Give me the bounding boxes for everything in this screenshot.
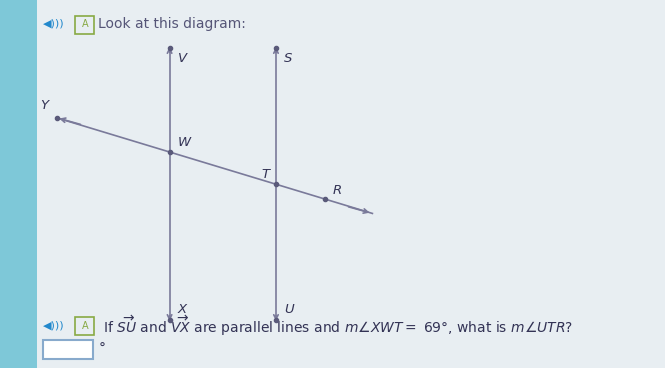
Text: A: A <box>82 321 88 331</box>
FancyBboxPatch shape <box>43 340 93 359</box>
Text: X: X <box>178 304 187 316</box>
FancyBboxPatch shape <box>0 0 37 368</box>
Text: ◀))): ◀))) <box>43 321 65 331</box>
Text: R: R <box>333 184 342 197</box>
Text: S: S <box>284 52 293 64</box>
Text: T: T <box>261 168 269 181</box>
Text: If $\overrightarrow{SU}$ and $\overrightarrow{VX}$ are parallel lines and $m\ang: If $\overrightarrow{SU}$ and $\overright… <box>103 313 573 338</box>
Text: Y: Y <box>41 99 49 112</box>
Text: °: ° <box>98 342 106 356</box>
Text: U: U <box>284 304 294 316</box>
Text: V: V <box>178 52 187 64</box>
Text: W: W <box>178 136 191 149</box>
Text: A: A <box>82 19 88 29</box>
Text: Look at this diagram:: Look at this diagram: <box>98 17 246 31</box>
Text: ◀))): ◀))) <box>43 19 65 29</box>
